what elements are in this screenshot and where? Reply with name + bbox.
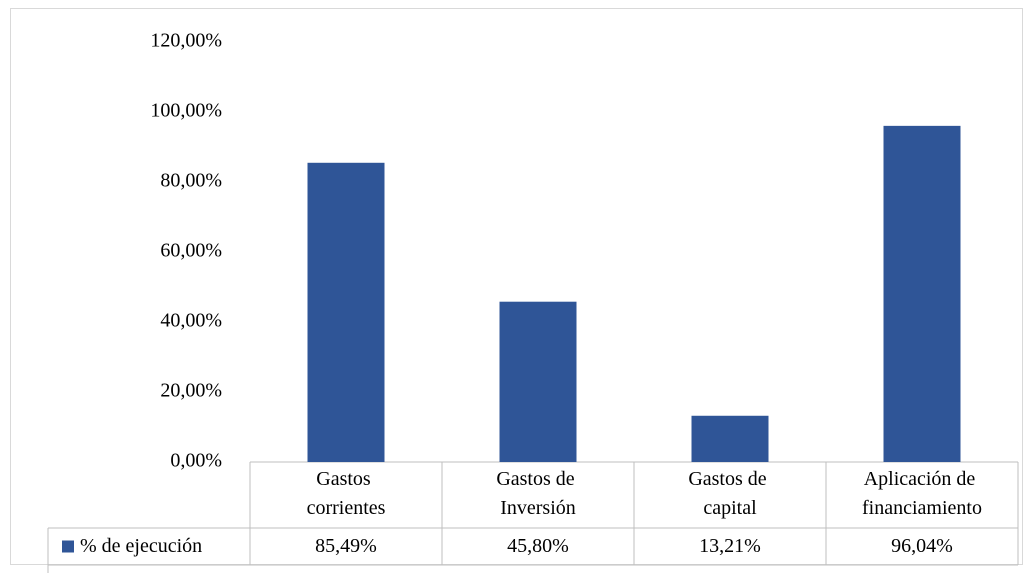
table-value: 45,80% <box>507 535 569 557</box>
y-tick-label: 120,00% <box>150 30 222 52</box>
y-tick-label: 20,00% <box>160 380 222 402</box>
x-tick-label: Gastos de Inversión <box>496 468 579 519</box>
y-tick-label: 40,00% <box>160 310 222 332</box>
table-value: 85,49% <box>315 535 377 557</box>
x-tick-label: Aplicación de financiamiento <box>862 468 982 519</box>
legend-swatch <box>62 540 74 553</box>
y-tick-label: 100,00% <box>150 100 222 122</box>
table-value: 96,04% <box>891 535 953 557</box>
bar <box>499 301 577 462</box>
bar <box>307 162 385 462</box>
y-tick-label: 0,00% <box>170 450 222 472</box>
table-value: 13,21% <box>699 535 761 557</box>
bar <box>883 125 961 463</box>
legend-label: % de ejecución <box>80 535 202 557</box>
bar <box>691 415 769 462</box>
y-tick-label: 60,00% <box>160 240 222 262</box>
y-tick-label: 80,00% <box>160 170 222 192</box>
x-tick-label: Gastos corrientes <box>307 468 386 519</box>
x-tick-label: Gastos de capital <box>688 468 771 519</box>
